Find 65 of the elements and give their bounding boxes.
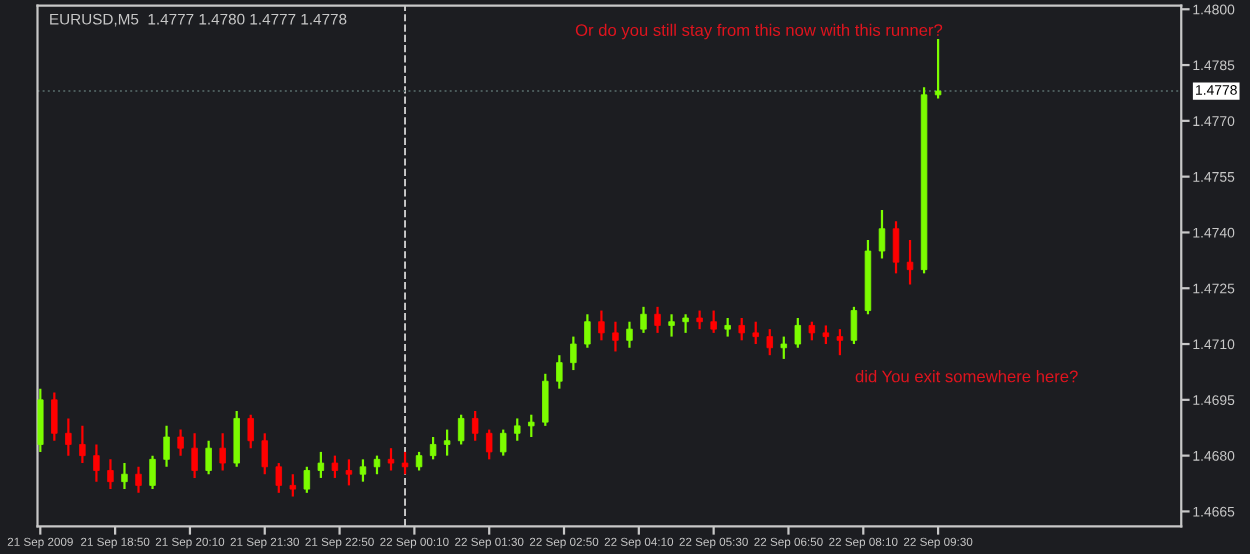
candlestick: [303, 465, 311, 494]
candlestick: [780, 335, 788, 361]
candlestick: [37, 387, 44, 454]
candlestick: [471, 409, 479, 442]
candlestick: [500, 428, 507, 457]
candlestick: [738, 316, 745, 342]
candlestick: [682, 313, 689, 334]
candlestick: [584, 313, 591, 349]
candlestick: [331, 454, 339, 480]
candlestick: [836, 328, 844, 357]
candlestick: [79, 424, 86, 465]
candlestick: [415, 450, 423, 472]
candlestick: [177, 428, 184, 457]
candlestick: [289, 473, 297, 498]
candlestick: [822, 324, 830, 346]
candlestick: [556, 354, 563, 390]
candlestick: [570, 335, 577, 372]
candlestick: [752, 320, 759, 346]
candlestick: [878, 209, 886, 260]
candlestick: [766, 328, 773, 357]
candlestick: [191, 432, 198, 480]
candlestick: [121, 461, 128, 491]
candlestick: [485, 428, 493, 461]
candlestick: [668, 313, 675, 338]
candlestick: [163, 424, 170, 468]
candlestick: [850, 305, 858, 346]
candlestick: [135, 465, 142, 494]
candlestick: [654, 305, 661, 334]
candlestick: [808, 320, 816, 342]
candlestick: [724, 316, 731, 338]
candlestick: [626, 320, 633, 349]
candlestick: [696, 309, 703, 331]
candlestick: [528, 413, 535, 439]
candlestick: [710, 309, 717, 334]
candlestick: [429, 435, 437, 461]
candlestick: [906, 238, 914, 286]
candlestick: [317, 450, 325, 480]
candlestick: [261, 432, 268, 476]
candlestick: [794, 316, 802, 349]
candlestick: [93, 443, 100, 483]
candlestick: [892, 220, 900, 275]
candlestick: [275, 461, 283, 494]
candlestick: [401, 450, 409, 476]
candlestick: [149, 454, 156, 491]
annotation: Or do you still stay from this now with this runner?: [575, 23, 943, 40]
candlestick: [612, 320, 619, 353]
candlestick: [359, 458, 367, 483]
annotation: did You exit somewhere here?: [855, 370, 1078, 383]
candlestick: [934, 37, 942, 100]
candlestick: [233, 409, 240, 468]
candlestick: [387, 447, 395, 472]
candlestick: [219, 432, 226, 472]
candlestick: [598, 309, 605, 342]
candlestick: [542, 372, 549, 427]
candlestick: [640, 305, 647, 334]
candlestick: [65, 417, 72, 457]
candlestick: [345, 458, 353, 487]
candlestick: [457, 413, 465, 446]
candlestick: [205, 439, 212, 476]
candlestick: [247, 413, 254, 450]
candlestick: [373, 454, 381, 476]
candlestick: [107, 458, 114, 491]
candlestick: [443, 428, 451, 457]
candlestick: [51, 391, 58, 442]
candlestick: [514, 417, 521, 442]
